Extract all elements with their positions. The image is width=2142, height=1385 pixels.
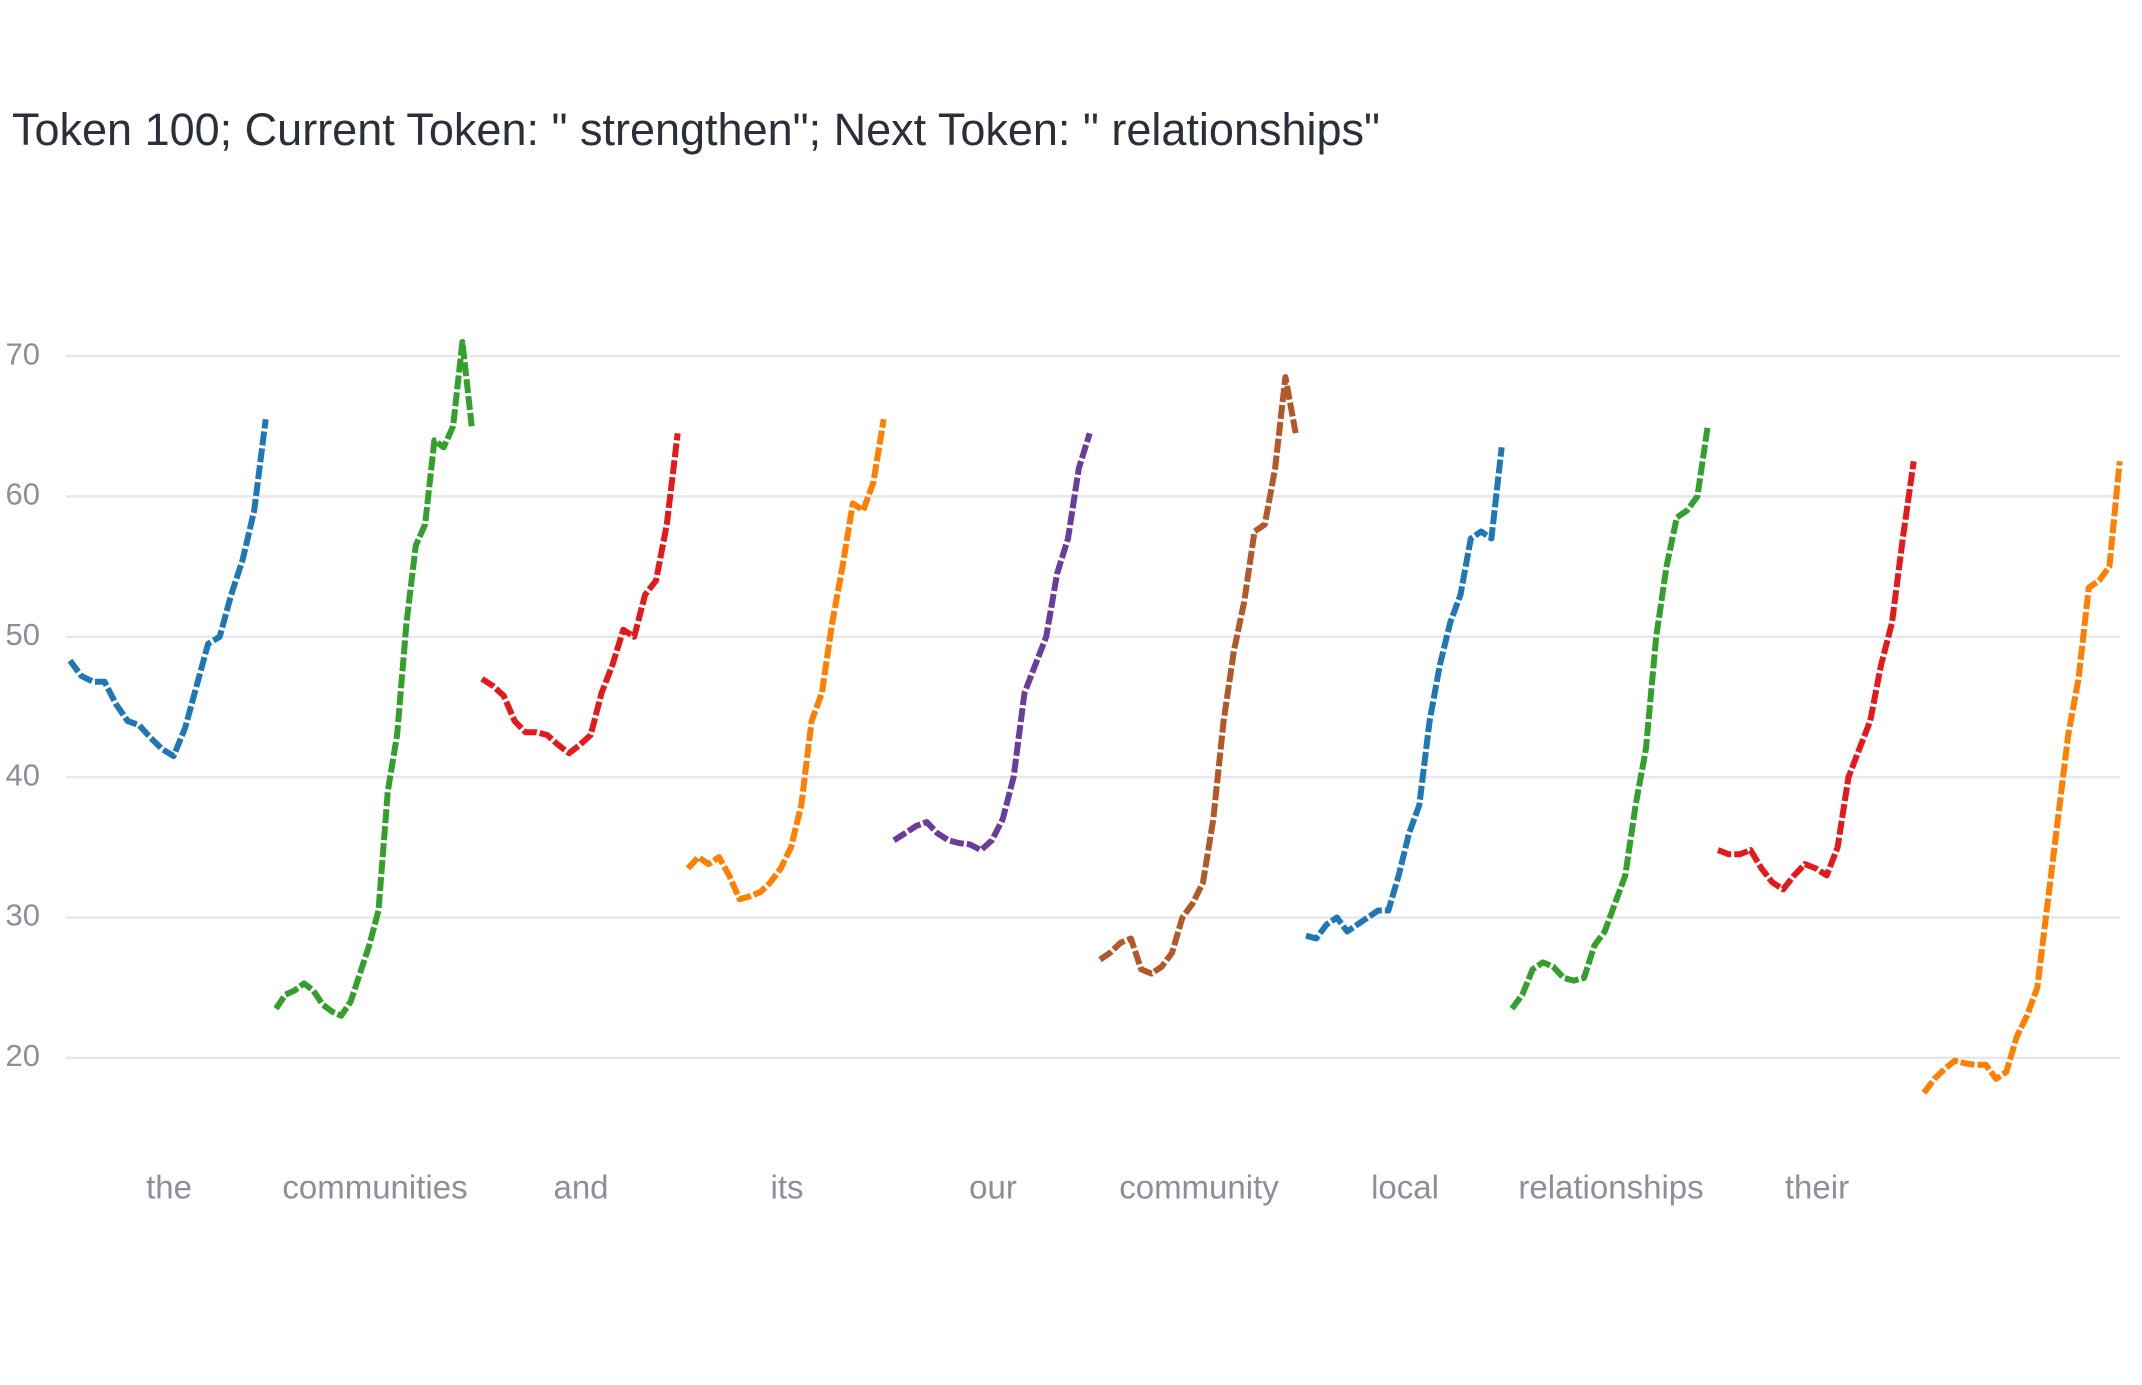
line-series [1716, 460, 1917, 893]
line-series [1098, 374, 1299, 977]
x-tick-label: their [1785, 1169, 1849, 1206]
line-series [480, 432, 681, 757]
chart-title: Token 100; Current Token: " strengthen";… [12, 104, 1380, 155]
y-tick-label: 60 [6, 477, 40, 512]
line-series [892, 432, 1093, 854]
line-series [1921, 461, 2123, 1095]
line-series [67, 418, 269, 760]
x-tick-label: and [553, 1169, 608, 1206]
x-tick-label: relationships [1518, 1169, 1703, 1206]
y-tick-label: 70 [6, 336, 40, 371]
y-tick-label: 30 [6, 898, 40, 933]
line-series [685, 418, 887, 903]
line-series [1305, 446, 1505, 942]
x-tick-label: community [1119, 1169, 1279, 1206]
line-series [1509, 425, 1711, 1011]
x-tick-label: local [1371, 1169, 1439, 1206]
y-tick-label: 20 [6, 1038, 40, 1073]
x-tick-label: our [969, 1169, 1017, 1206]
y-tick-label: 40 [6, 757, 40, 792]
x-tick-label: communities [282, 1169, 467, 1206]
x-tick-label: its [771, 1169, 804, 1206]
y-tick-label: 50 [6, 617, 40, 652]
line-series [273, 339, 475, 1019]
x-tick-label: the [146, 1169, 192, 1206]
